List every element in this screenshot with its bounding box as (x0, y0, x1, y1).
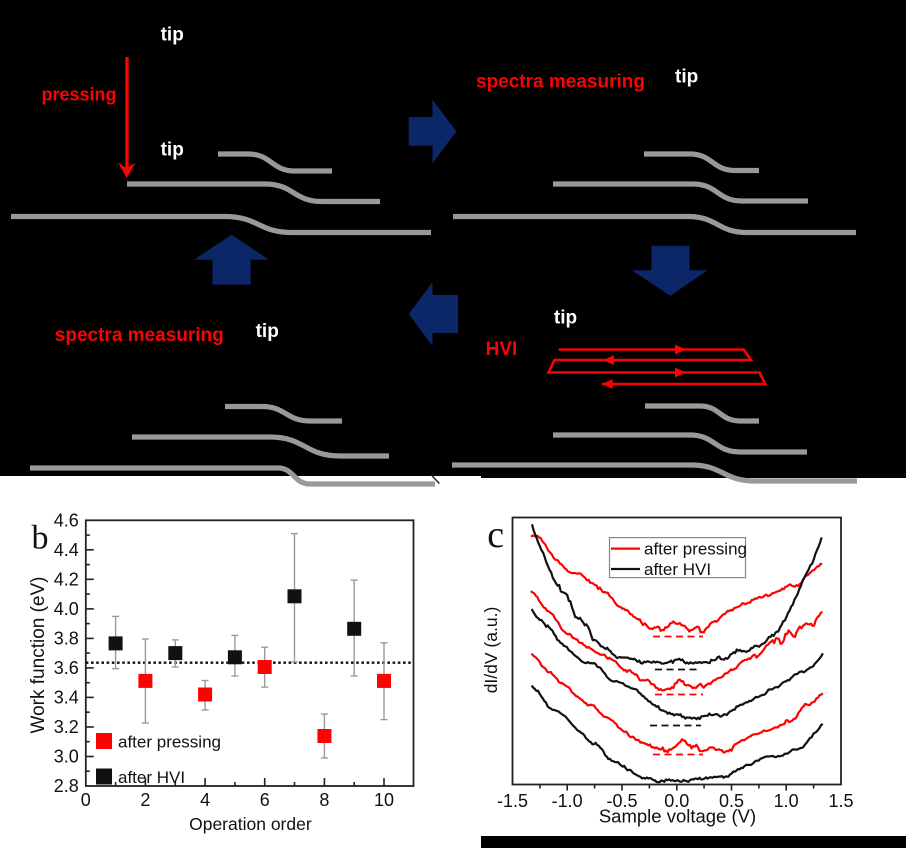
svg-text:3.0: 3.0 (54, 747, 79, 767)
svg-text:1.5: 1.5 (828, 791, 853, 811)
svg-text:-0.5: -0.5 (606, 791, 637, 811)
svg-text:pressing: pressing (42, 85, 117, 105)
svg-text:dI/dV (a.u.): dI/dV (a.u.) (481, 607, 501, 694)
svg-text:spectra measuring: spectra measuring (55, 325, 224, 346)
svg-text:-1.0: -1.0 (552, 791, 583, 811)
svg-text:4.6: 4.6 (54, 510, 79, 530)
svg-text:3.4: 3.4 (54, 687, 79, 707)
svg-text:tip: tip (554, 307, 577, 328)
svg-text:tip: tip (675, 67, 698, 88)
svg-text:1.0: 1.0 (774, 791, 799, 811)
svg-text:10: 10 (374, 790, 394, 810)
svg-text:HVI: HVI (486, 339, 518, 360)
svg-text:after pressing: after pressing (118, 733, 221, 752)
svg-text:Work function (eV): Work function (eV) (28, 577, 49, 734)
svg-text:2.8: 2.8 (54, 776, 79, 796)
svg-text:tip: tip (161, 24, 184, 45)
svg-text:4.4: 4.4 (54, 540, 79, 560)
svg-text:4: 4 (200, 790, 210, 810)
svg-text:c: c (487, 514, 504, 556)
svg-text:tip: tip (161, 140, 184, 161)
svg-text:after pressing: after pressing (644, 540, 747, 559)
svg-text:b: b (32, 520, 49, 557)
svg-text:after HVI: after HVI (118, 768, 185, 787)
svg-text:4.2: 4.2 (54, 569, 79, 589)
svg-text:tip: tip (256, 321, 279, 342)
svg-text:6: 6 (260, 790, 270, 810)
svg-text:after HVI: after HVI (644, 560, 711, 579)
svg-text:8: 8 (319, 790, 329, 810)
svg-text:-1.5: -1.5 (497, 791, 528, 811)
svg-text:3.8: 3.8 (54, 628, 79, 648)
svg-text:0.0: 0.0 (664, 791, 689, 811)
svg-text:3.2: 3.2 (54, 717, 79, 737)
svg-text:2: 2 (140, 790, 150, 810)
svg-text:0: 0 (81, 790, 91, 810)
svg-text:Sample voltage (V): Sample voltage (V) (599, 806, 756, 827)
svg-text:3.6: 3.6 (54, 658, 79, 678)
svg-text:Operation order: Operation order (189, 814, 312, 834)
svg-text:0.5: 0.5 (719, 791, 744, 811)
svg-text:spectra measuring: spectra measuring (476, 72, 645, 93)
svg-text:4.0: 4.0 (54, 599, 79, 619)
